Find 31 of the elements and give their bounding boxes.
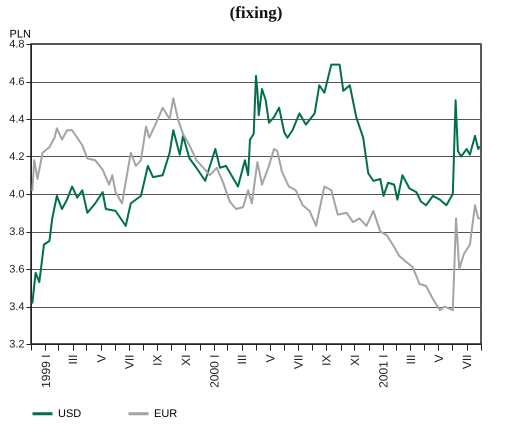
x-tick-label: III	[404, 354, 418, 365]
y-tick-label: 3.2	[9, 338, 24, 350]
x-tick-label: 1999 I	[38, 354, 53, 388]
x-tick-label: IX	[150, 354, 165, 366]
x-tick-label: IX	[320, 354, 334, 366]
line-series	[31, 97, 480, 312]
x-tick-label: 2000 I	[207, 354, 222, 388]
y-tick-label: 4.6	[9, 76, 24, 88]
x-tick-label: VII	[122, 354, 136, 370]
y-axis-title: PLN	[10, 28, 31, 40]
y-tick-label: 3.8	[9, 226, 24, 238]
x-tick-label: VII	[460, 354, 474, 370]
y-tick-label: 3.6	[9, 264, 24, 276]
x-tick-label: XI	[178, 354, 193, 366]
y-tick-label: 4.8	[9, 38, 24, 50]
y-tick-label: 4.0	[9, 188, 24, 200]
x-tick-label: V	[263, 354, 278, 363]
legend-label: EUR	[154, 408, 178, 420]
x-tick-label: III	[235, 354, 250, 365]
chart-title: (fixing)	[230, 3, 282, 22]
x-tick-label: 2001 I	[376, 354, 391, 388]
x-tick-label: V	[432, 354, 446, 363]
line-series	[31, 64, 480, 304]
y-tick-label: 3.4	[9, 301, 24, 313]
x-tick-label: III	[66, 354, 80, 365]
legend-label: USD	[58, 408, 82, 420]
x-tick-label: XI	[348, 354, 362, 366]
y-tick-label: 4.2	[9, 151, 24, 163]
y-tick-label: 4.4	[9, 114, 24, 126]
x-tick-label: VII	[292, 354, 306, 370]
x-tick-label: V	[94, 354, 108, 363]
